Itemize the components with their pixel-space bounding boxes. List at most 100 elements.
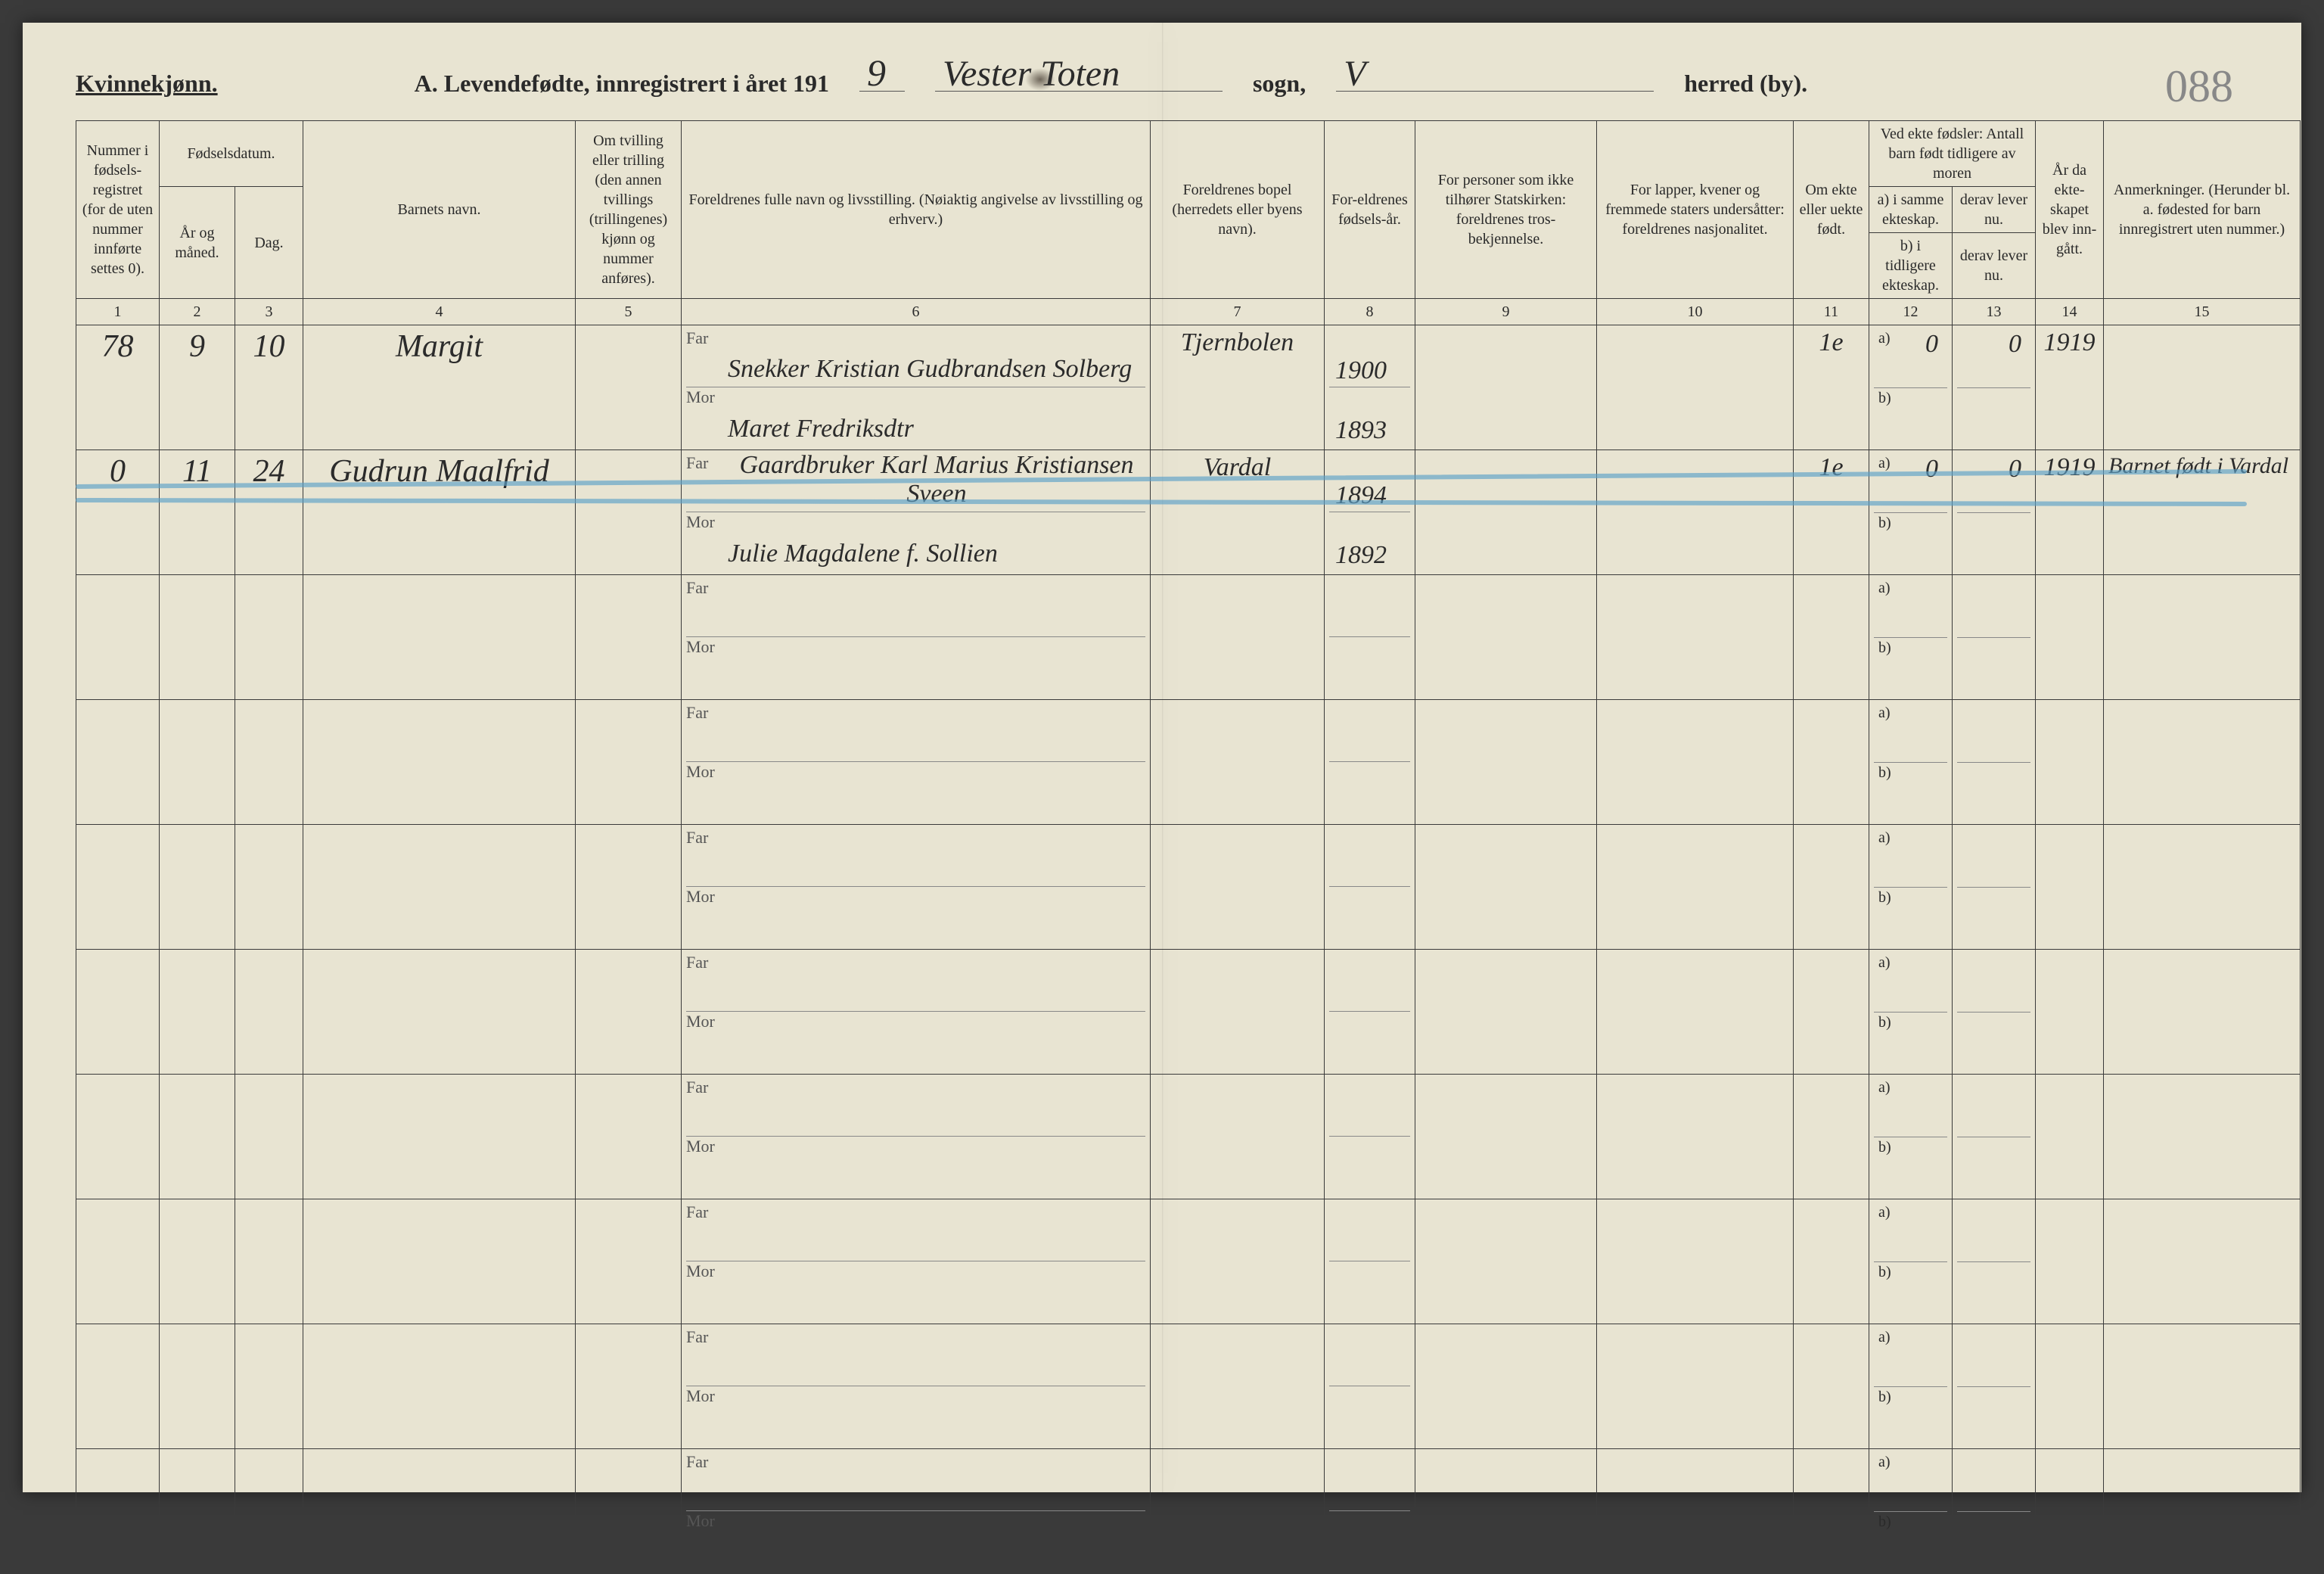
cell: a) b) — [1869, 575, 1953, 700]
cell — [235, 700, 303, 825]
col-11-head: Om ekte eller uekte født. — [1794, 121, 1869, 299]
cell — [1325, 825, 1415, 950]
cell — [1794, 950, 1869, 1075]
col-4-head: Barnets navn. — [303, 121, 576, 299]
cell — [2104, 1075, 2301, 1199]
cell — [1953, 1324, 2036, 1449]
col-6-head: Foreldrenes fulle navn og livsstilling. … — [682, 121, 1151, 299]
cell — [2036, 950, 2104, 1075]
cell — [2036, 700, 2104, 825]
colnum: 1 — [76, 299, 160, 325]
cell — [2036, 1075, 2104, 1199]
cell: Far Mor — [682, 1075, 1151, 1199]
cell — [1415, 450, 1597, 575]
col-2-head: År og måned. — [160, 187, 235, 299]
cell — [1794, 825, 1869, 950]
cell — [1415, 1324, 1597, 1449]
col-12-13-group: Ved ekte fødsler: Antall barn født tidli… — [1869, 121, 2036, 187]
cell — [1415, 575, 1597, 700]
cell — [235, 825, 303, 950]
cell — [1597, 1324, 1794, 1449]
cell — [1151, 1324, 1325, 1449]
table-row: Far Mor a) b) — [76, 1449, 2301, 1574]
colnum: 3 — [235, 299, 303, 325]
cell — [2104, 950, 2301, 1075]
cell — [1415, 1075, 1597, 1199]
cell — [1151, 575, 1325, 700]
cell — [1325, 575, 1415, 700]
cell — [576, 1199, 682, 1324]
cell: 1900 1893 — [1325, 325, 1415, 450]
cell — [160, 1449, 235, 1574]
cell — [1597, 950, 1794, 1075]
herred-label: herred (by). — [1684, 70, 1807, 98]
cell: a) b) — [1869, 825, 1953, 950]
cell — [303, 575, 576, 700]
cell — [76, 1449, 160, 1574]
cell — [303, 1199, 576, 1324]
cell: a) 0 b) — [1869, 450, 1953, 575]
colnum-row: 1 2 3 4 5 6 7 8 9 10 11 12 13 14 15 — [76, 299, 2301, 325]
cell — [76, 1199, 160, 1324]
table-body: 78910Margit FarSnekker Kristian Gudbrand… — [76, 325, 2301, 1574]
col-9-head: For personer som ikke tilhører Statskirk… — [1415, 121, 1597, 299]
cell: Vardal — [1151, 450, 1325, 575]
sogn-handwritten: Vester Toten — [943, 53, 1120, 95]
cell — [2104, 1324, 2301, 1449]
title-prefix: A. Levendefødte, innregistrert i året 19… — [415, 70, 829, 98]
cell: a) b) — [1869, 1199, 1953, 1324]
cell — [2036, 1449, 2104, 1574]
cell — [1151, 1075, 1325, 1199]
cell — [160, 1075, 235, 1199]
cell: Gudrun Maalfrid — [303, 450, 576, 575]
cell — [1794, 1324, 1869, 1449]
table-row: 01124Gudrun Maalfrid FarGaardbruker Karl… — [76, 450, 2301, 575]
cell: Margit — [303, 325, 576, 450]
cell: 1919 — [2036, 325, 2104, 450]
cell — [76, 825, 160, 950]
cell: a) b) — [1869, 1075, 1953, 1199]
cell — [576, 950, 682, 1075]
cell — [576, 700, 682, 825]
col-2-3-group: Fødselsdatum. — [160, 121, 303, 187]
cell: Far Mor — [682, 950, 1151, 1075]
cell: 11 — [160, 450, 235, 575]
colnum: 12 — [1869, 299, 1953, 325]
cell: a) b) — [1869, 700, 1953, 825]
cell — [235, 1199, 303, 1324]
cell — [1597, 1075, 1794, 1199]
cell — [1597, 450, 1794, 575]
cell — [235, 575, 303, 700]
cell — [235, 1449, 303, 1574]
cell — [2104, 1449, 2301, 1574]
year-suffix: 9 — [867, 51, 886, 95]
cell — [1597, 1199, 1794, 1324]
cell — [1597, 325, 1794, 450]
cell — [1794, 1075, 1869, 1199]
cell — [1953, 1075, 2036, 1199]
cell — [303, 1075, 576, 1199]
col-12a-head: a) i samme ekteskap. — [1869, 187, 1953, 233]
colnum: 15 — [2104, 299, 2301, 325]
cell: FarSnekker Kristian Gudbrandsen Solberg … — [682, 325, 1151, 450]
cell: 24 — [235, 450, 303, 575]
table-row: Far Mor a) b) — [76, 950, 2301, 1075]
cell — [2104, 700, 2301, 825]
cell — [1953, 825, 2036, 950]
cell — [160, 1199, 235, 1324]
cell — [1953, 950, 2036, 1075]
gender-label: Kvinnekjønn. — [76, 70, 218, 98]
colnum: 5 — [576, 299, 682, 325]
colnum: 13 — [1953, 299, 2036, 325]
cell: a) b) — [1869, 1449, 1953, 1574]
table-row: Far Mor a) b) — [76, 825, 2301, 950]
cell: Far Mor — [682, 700, 1151, 825]
cell — [1415, 1199, 1597, 1324]
cell — [2036, 825, 2104, 950]
cell: Far Mor — [682, 575, 1151, 700]
colnum: 4 — [303, 299, 576, 325]
table-row: Far Mor a) b) — [76, 575, 2301, 700]
cell — [235, 950, 303, 1075]
cell: 10 — [235, 325, 303, 450]
col-12b-head: b) i tidligere ekteskap. — [1869, 233, 1953, 299]
